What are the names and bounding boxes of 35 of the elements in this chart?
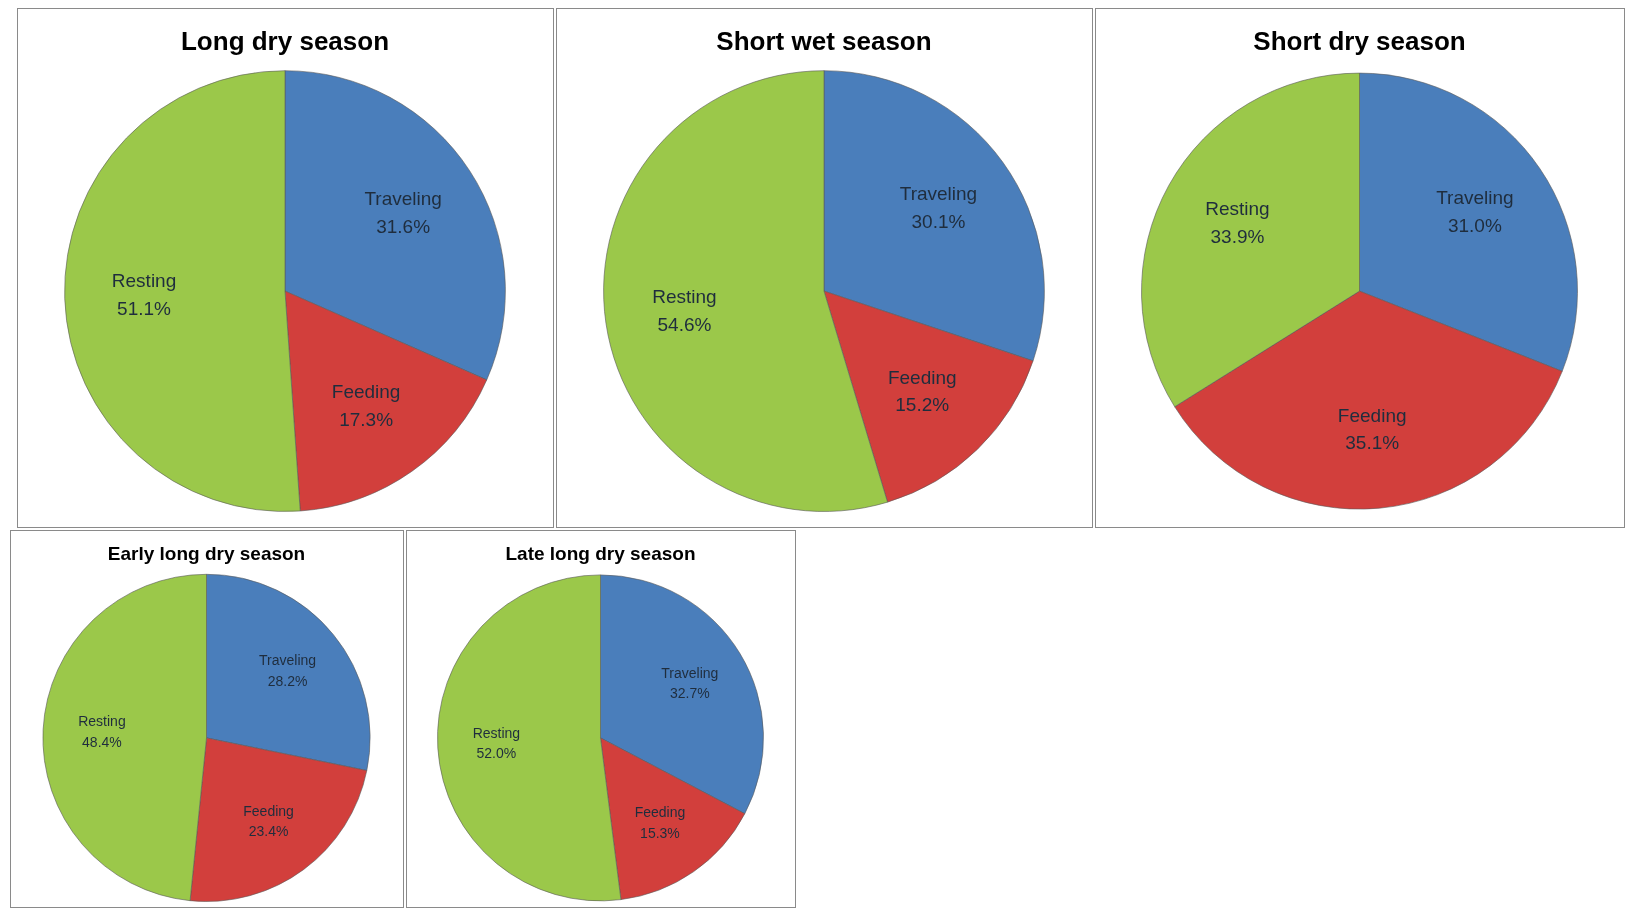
chart-title: Short dry season: [1253, 25, 1466, 56]
data-label: 28.2%: [267, 672, 308, 689]
data-label: 31.0%: [1447, 214, 1502, 236]
slice-label: Feeding: [331, 380, 401, 402]
slice-label: Traveling: [259, 652, 317, 669]
chart-title: Early long dry season: [107, 542, 306, 564]
slice-label: Traveling: [364, 188, 442, 210]
slice-label: Resting: [652, 286, 717, 308]
chart-title: Late long dry season: [505, 542, 696, 564]
data-label: 15.3%: [640, 824, 680, 841]
data-label: 31.6%: [376, 216, 431, 238]
slice-label: Resting: [111, 270, 177, 292]
data-label: 33.9%: [1210, 225, 1265, 247]
data-label: 32.7%: [669, 684, 710, 701]
data-label: 35.1%: [1345, 432, 1400, 454]
data-label: 15.2%: [895, 394, 950, 416]
slice-label: Traveling: [1436, 187, 1514, 209]
slice-label: Feeding: [1337, 404, 1407, 426]
slice-label: Resting: [1205, 197, 1270, 219]
data-label: 52.0%: [476, 745, 517, 762]
data-label: 17.3%: [339, 408, 394, 430]
data-label: 23.4%: [248, 823, 289, 840]
slice-label: Traveling: [899, 183, 978, 205]
slice-label: Resting: [472, 725, 521, 742]
slice-label: Traveling: [661, 664, 719, 681]
chart-title: Long dry season: [180, 25, 390, 56]
slice-label: Resting: [78, 713, 126, 730]
slice-label: Feeding: [634, 804, 686, 821]
data-label: 30.1%: [911, 210, 966, 232]
chart-title: Short wet season: [716, 25, 932, 56]
slice-label: Feeding: [887, 366, 957, 388]
data-label: 51.1%: [117, 297, 172, 319]
slice-label: Feeding: [243, 802, 294, 819]
data-label: 48.4%: [82, 733, 122, 750]
data-label: 54.6%: [657, 313, 712, 335]
